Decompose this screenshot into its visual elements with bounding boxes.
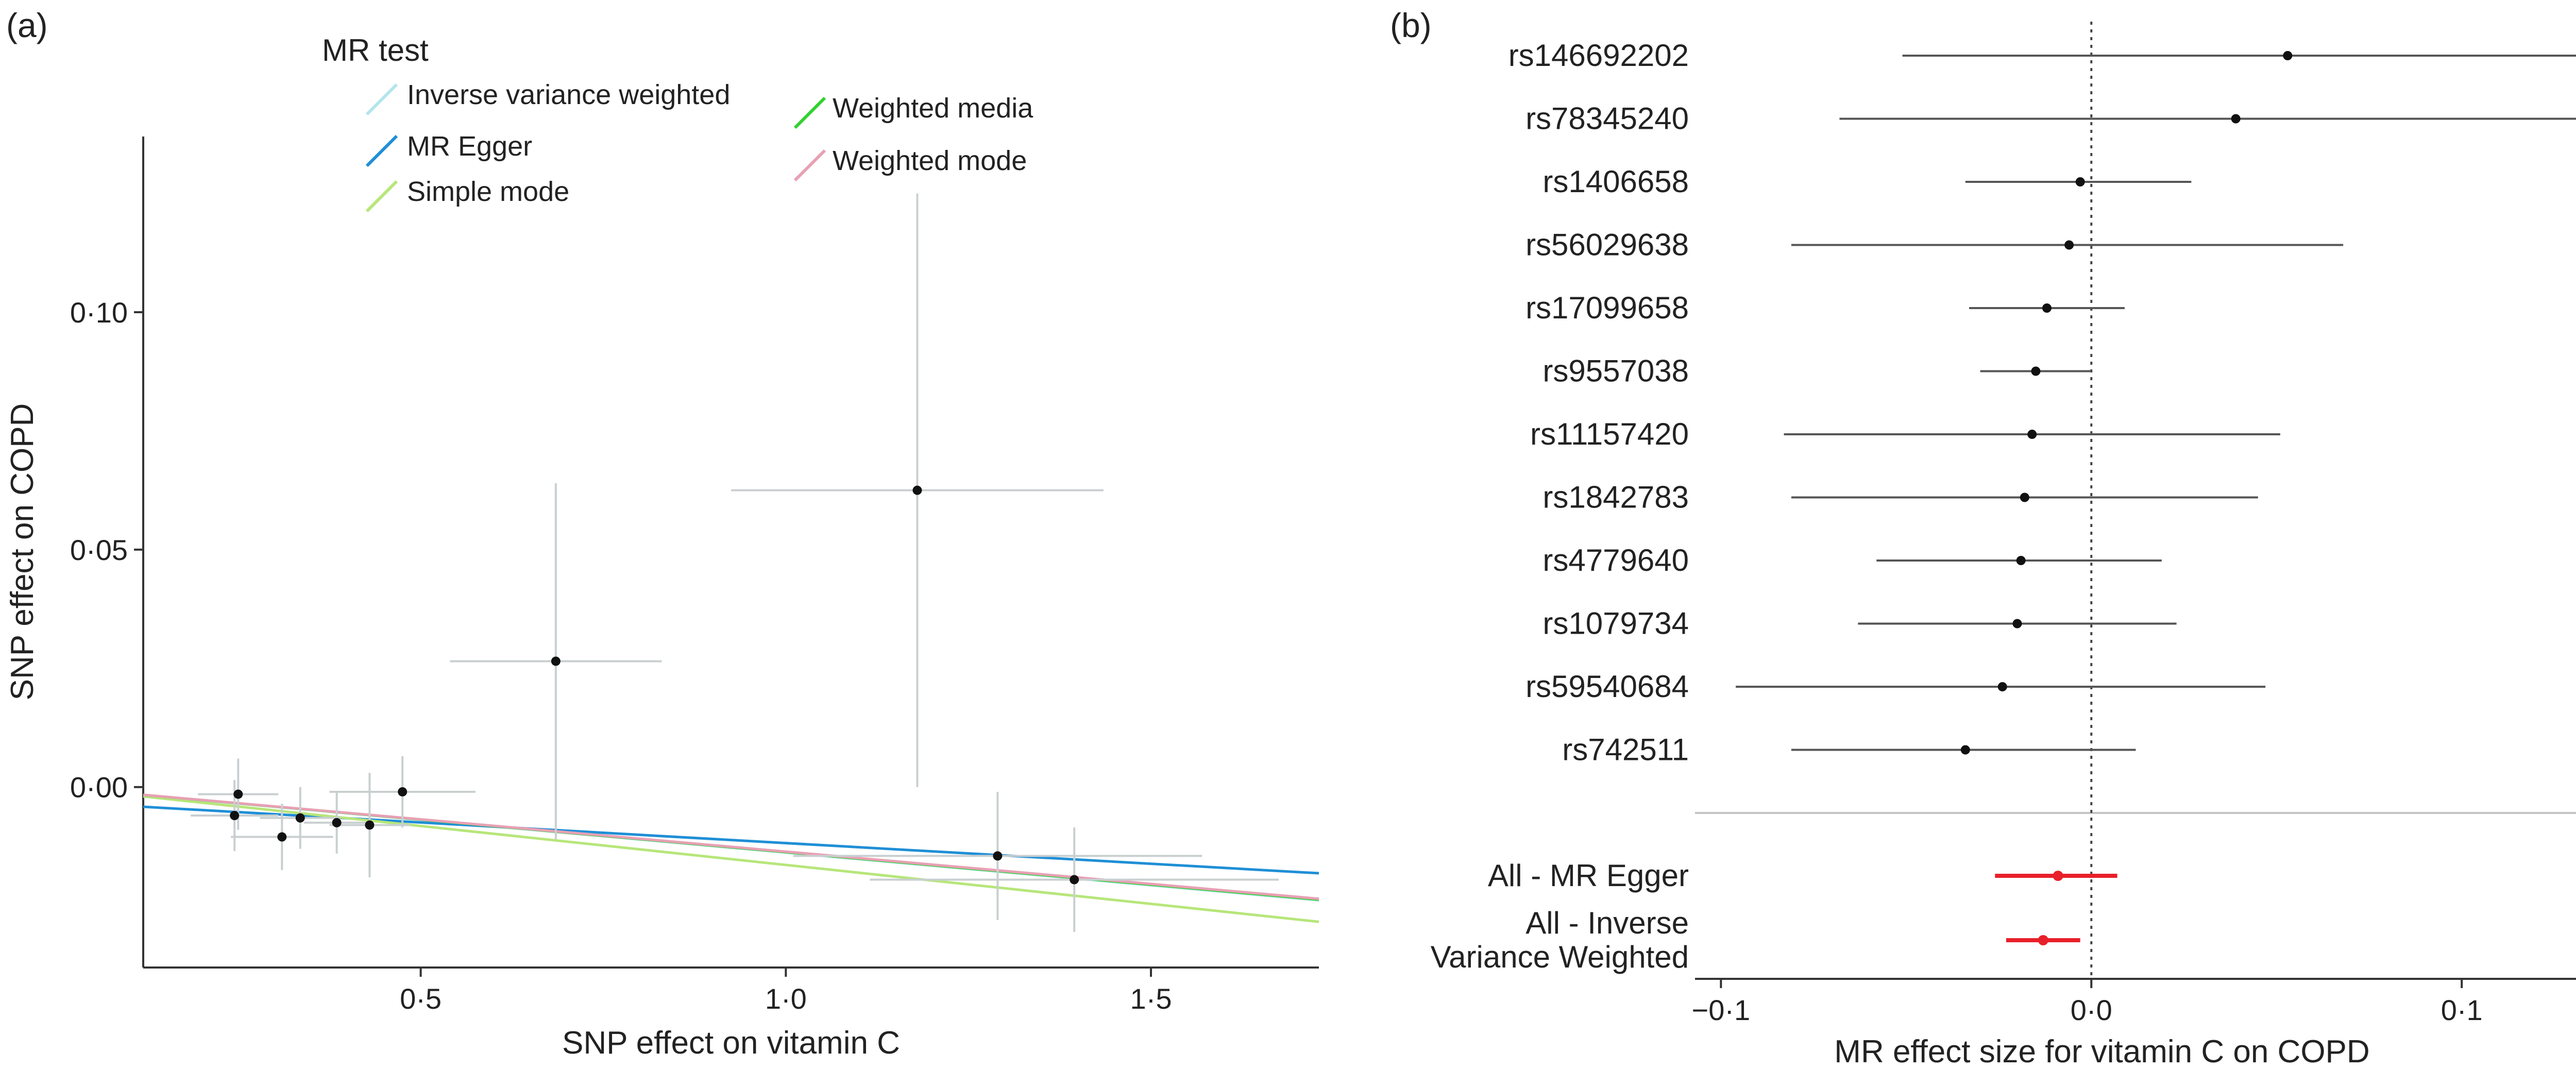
snp-estimate-point	[1997, 682, 2007, 691]
summary-estimate-point	[2053, 871, 2063, 881]
snp-estimate-point	[2020, 493, 2029, 502]
scatter-y-tick-label: 0·00	[70, 771, 128, 804]
legend-label-inverse-variance-weighted: Inverse variance weighted	[407, 79, 730, 110]
panel-a-scatter: (a) MR test Inverse variance weighted MR…	[5, 6, 1319, 1061]
snp-label: rs59540684	[1526, 669, 1689, 704]
scatter-point	[551, 656, 561, 666]
scatter-point	[295, 813, 305, 823]
snp-estimate-point	[2027, 430, 2037, 439]
scatter-point	[230, 811, 240, 821]
scatter-point	[398, 787, 408, 796]
snp-label: rs11157420	[1530, 417, 1689, 451]
legend-entry-inverse-variance-weighted: Inverse variance weighted	[365, 79, 730, 116]
scatter-point	[912, 485, 922, 495]
legend-swatch-mr-egger	[365, 134, 398, 167]
legend-label-weighted-mode: Weighted mode	[833, 145, 1027, 176]
legend-swatch-weighted-media	[793, 96, 826, 129]
scatter-regression-lines	[143, 793, 1319, 923]
scatter-x-ticks: 0·5 1·0 1·5	[400, 968, 1172, 1015]
panel-b-label: (b)	[1390, 6, 1432, 44]
scatter-point	[365, 820, 375, 830]
forest-x-ticks: −0·1 0·0 0·1	[1692, 979, 2483, 1026]
forest-x-tick-label: 0·0	[2071, 994, 2112, 1026]
legend-label-mr-egger: MR Egger	[407, 131, 532, 162]
legend-label-weighted-media: Weighted media	[833, 93, 1033, 124]
panel-b-forest: (b) −0·1 0·0 0·1 rs146692202rs78345240rs14…	[1390, 6, 2576, 1069]
forest-x-tick-label: −0·1	[1692, 994, 1751, 1026]
legend-swatch-inverse-variance-weighted	[365, 83, 398, 116]
snp-label: rs146692202	[1509, 38, 1689, 73]
snp-estimate-point	[2231, 114, 2241, 124]
snp-label: rs1406658	[1543, 164, 1689, 199]
snp-estimate-point	[1960, 745, 1970, 755]
scatter-error-bars	[191, 193, 1279, 932]
legend-swatch-simple-mode	[365, 180, 398, 213]
snp-label: rs9557038	[1543, 354, 1689, 388]
snp-estimate-point	[2075, 177, 2085, 186]
snp-label: rs4779640	[1543, 543, 1689, 578]
forest-snp-rows: rs146692202 rs78345240 rs1406658 rs56029638…	[1509, 38, 2576, 767]
snp-estimate-point	[2016, 556, 2026, 565]
scatter-y-tick-label: 0·10	[70, 296, 128, 329]
scatter-y-ticks: 0·00 0·05 0·10	[70, 296, 143, 804]
scatter-axes	[142, 137, 1319, 969]
snp-estimate-point	[2064, 240, 2074, 250]
panel-a-label: (a)	[6, 6, 48, 44]
snp-estimate-point	[2031, 366, 2041, 376]
scatter-point	[1070, 875, 1079, 885]
summary-label: All - Inverse	[1526, 906, 1689, 940]
snp-label: rs742511	[1562, 733, 1689, 767]
snp-label: rs56029638	[1526, 228, 1689, 262]
scatter-point	[332, 818, 342, 827]
legend-title: MR test	[322, 33, 429, 67]
legend-a: MR test Inverse variance weighted MR Egg…	[322, 33, 1033, 213]
summary-label: Variance Weighted	[1431, 940, 1689, 974]
scatter-x-tick-label: 1·5	[1130, 982, 1172, 1015]
legend-entry-weighted-media: Weighted media	[793, 93, 1033, 129]
scatter-x-tick-label: 0·5	[400, 982, 442, 1015]
snp-label: rs78345240	[1526, 101, 1689, 136]
legend-entry-weighted-mode: Weighted mode	[793, 145, 1027, 182]
scatter-points	[230, 485, 1079, 885]
legend-label-simple-mode: Simple mode	[407, 176, 569, 207]
snp-label: rs1079734	[1543, 606, 1689, 641]
legend-swatch-weighted-mode	[793, 149, 826, 182]
snp-estimate-point	[2042, 303, 2052, 313]
regression-line-mr-egger	[143, 805, 1319, 875]
scatter-point	[277, 832, 287, 842]
scatter-x-tick-label: 1·0	[765, 982, 807, 1015]
scatter-point	[993, 851, 1003, 861]
snp-estimate-point	[2012, 619, 2022, 629]
snp-label: rs17099658	[1526, 291, 1689, 325]
snp-label: rs1842783	[1543, 480, 1689, 515]
forest-x-tick-label: 0·1	[2441, 994, 2483, 1026]
summary-label: All - MR Egger	[1488, 858, 1689, 893]
summary-estimate-point	[2038, 935, 2048, 945]
scatter-point	[233, 789, 243, 799]
scatter-x-axis-title: SNP effect on vitamin C	[562, 1025, 900, 1061]
regression-line-weighted-mode	[143, 793, 1319, 901]
legend-entry-mr-egger: MR Egger	[365, 131, 532, 167]
snp-estimate-point	[2283, 51, 2293, 60]
regression-line-simple-mode	[143, 795, 1319, 923]
legend-entry-simple-mode: Simple mode	[365, 176, 569, 213]
scatter-y-axis-title: SNP effect on COPD	[5, 403, 40, 701]
scatter-y-tick-label: 0·05	[70, 534, 128, 566]
forest-x-axis-title: MR effect size for vitamin C on COPD	[1834, 1034, 2369, 1069]
